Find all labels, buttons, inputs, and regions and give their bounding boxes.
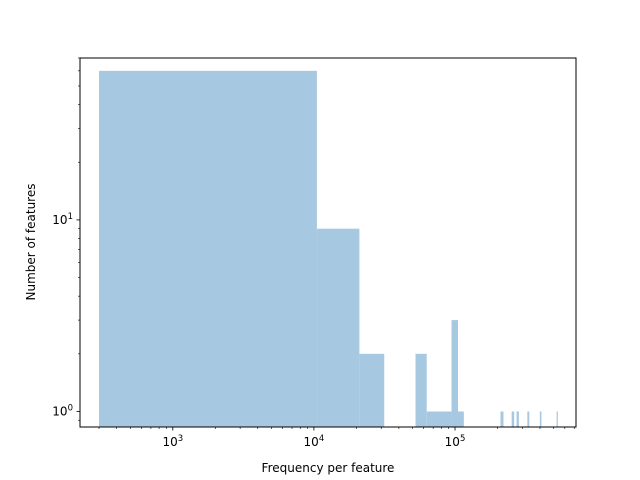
x-axis-label: Frequency per feature <box>262 461 395 475</box>
histogram-bar-9 <box>516 411 519 427</box>
histogram-bar-4 <box>426 411 452 427</box>
histogram-bar-3 <box>415 353 427 427</box>
histogram-bar-0 <box>99 70 317 427</box>
y-tick-label-1: 101 <box>52 212 73 227</box>
x-tick-label-0: 103 <box>162 434 183 449</box>
plot-frame <box>79 57 577 428</box>
y-axis-label: Number of features <box>24 184 38 301</box>
histogram-bar-1 <box>316 228 360 427</box>
histogram-bar-5 <box>451 320 459 427</box>
histogram-bar-8 <box>511 411 515 427</box>
x-axis-ticks: 103 104 105 <box>98 427 575 449</box>
histogram-bar-12 <box>556 411 558 427</box>
x-tick-label-2: 105 <box>445 434 466 449</box>
y-axis-ticks: 100 101 <box>52 57 80 421</box>
histogram-bar-7 <box>500 411 504 427</box>
bars-group <box>99 70 558 427</box>
histogram-bar-10 <box>527 411 530 427</box>
x-tick-label-1: 104 <box>304 434 325 449</box>
y-tick-label-0: 100 <box>52 403 73 418</box>
histogram-bar-11 <box>539 411 542 427</box>
histogram-bar-2 <box>359 353 385 427</box>
histogram-bar-6 <box>458 411 464 427</box>
